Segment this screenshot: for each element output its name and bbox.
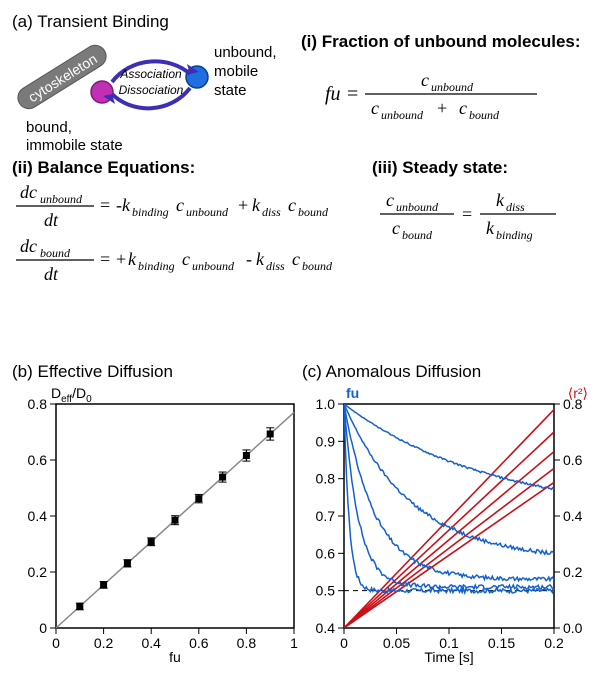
svg-text:1: 1: [290, 635, 298, 651]
svg-text:c: c: [371, 98, 379, 118]
svg-text:0: 0: [340, 635, 348, 651]
svg-text:0.2: 0.2: [544, 635, 564, 651]
svg-text:c: c: [288, 195, 296, 215]
svg-text:0.8: 0.8: [316, 471, 336, 487]
svg-text:0.4: 0.4: [141, 635, 161, 651]
panel-b-label: (b) Effective Diffusion: [12, 362, 302, 382]
svg-text:dc: dc: [20, 236, 37, 256]
svg-text:diss: diss: [262, 205, 281, 219]
panel-a-label: (a) Transient Binding: [12, 12, 588, 32]
svg-text:fu: fu: [169, 649, 181, 665]
svg-text:bound: bound: [402, 228, 433, 242]
svg-text:mobile: mobile: [214, 63, 258, 80]
svg-text:unbound: unbound: [40, 192, 83, 206]
svg-text:cytoskeleton: cytoskeleton: [25, 50, 99, 105]
svg-text:bound: bound: [302, 259, 333, 273]
svg-text:c: c: [392, 218, 400, 238]
svg-text:0.4: 0.4: [563, 508, 583, 524]
binding-diagram: cytoskeleton Association Dissociation unbou…: [12, 32, 297, 152]
svg-text:diss: diss: [506, 200, 525, 214]
svg-text:dc: dc: [20, 182, 37, 202]
svg-text:state: state: [214, 82, 247, 99]
svg-text:binding: binding: [496, 228, 533, 242]
svg-text:0.6: 0.6: [316, 545, 336, 561]
svg-text:k: k: [486, 218, 495, 238]
eq-i: fu = c unbound c unbound + c bound: [301, 52, 588, 124]
svg-text:diss: diss: [266, 259, 285, 273]
svg-text:bound: bound: [40, 246, 71, 260]
svg-text:=: =: [100, 195, 110, 215]
svg-text:unbound: unbound: [396, 200, 439, 214]
svg-text:c: c: [421, 70, 429, 90]
svg-text:0.15: 0.15: [488, 635, 515, 651]
svg-text:0.05: 0.05: [383, 635, 410, 651]
svg-text:c: c: [176, 195, 184, 215]
svg-text:1.0: 1.0: [316, 396, 336, 412]
svg-text:unbound: unbound: [431, 80, 474, 94]
svg-text:binding: binding: [132, 205, 169, 219]
svg-text:0.6: 0.6: [189, 635, 209, 651]
svg-text:dt: dt: [44, 264, 59, 284]
svg-text:Time [s]: Time [s]: [424, 649, 473, 665]
eq-iii: c unbound c bound = k diss k binding: [372, 178, 588, 244]
svg-text:Dissociation: Dissociation: [119, 83, 184, 97]
svg-text:0.6: 0.6: [28, 452, 48, 468]
eq-ii-1: dc unbound dt = - k binding c unbound + …: [12, 178, 372, 232]
svg-text:c: c: [292, 249, 300, 269]
svg-text:0.9: 0.9: [316, 433, 336, 449]
svg-text:k: k: [252, 195, 261, 215]
svg-text:dt: dt: [44, 210, 59, 230]
svg-text:0: 0: [39, 620, 47, 636]
svg-text:bound,: bound,: [26, 119, 72, 136]
svg-text:c: c: [459, 98, 467, 118]
svg-text:Association: Association: [119, 67, 182, 81]
svg-text:0.0: 0.0: [563, 620, 583, 636]
svg-text:bound: bound: [298, 205, 329, 219]
svg-text:-: -: [246, 249, 252, 269]
svg-text:unbound,: unbound,: [214, 44, 277, 61]
svg-text:0.2: 0.2: [563, 564, 583, 580]
eq-ii-2: dc bound dt = + k binding c unbound - k …: [12, 232, 372, 286]
svg-text:k: k: [496, 190, 505, 210]
svg-text:+: +: [437, 98, 447, 118]
svg-text:0.2: 0.2: [94, 635, 114, 651]
svg-text:unbound: unbound: [192, 259, 235, 273]
panel-c-label: (c) Anomalous Diffusion: [302, 362, 592, 382]
svg-text:=: =: [462, 204, 472, 224]
svg-text:+: +: [116, 249, 126, 269]
svg-text:binding: binding: [138, 259, 175, 273]
svg-text:unbound: unbound: [186, 205, 229, 219]
eq-i-title: (i) Fraction of unbound molecules:: [301, 32, 588, 52]
svg-text:⟨r²⟩: ⟨r²⟩: [568, 385, 588, 401]
svg-text:=: =: [100, 249, 110, 269]
svg-text:fu: fu: [346, 385, 359, 401]
svg-text:c: c: [182, 249, 190, 269]
svg-text:0.4: 0.4: [28, 508, 48, 524]
svg-text:k: k: [256, 249, 265, 269]
eq-ii-title: (ii) Balance Equations:: [12, 158, 372, 178]
svg-text:c: c: [386, 190, 394, 210]
svg-text:0.5: 0.5: [316, 583, 336, 599]
svg-text:0.8: 0.8: [237, 635, 257, 651]
svg-text:0.7: 0.7: [316, 508, 336, 524]
svg-text:0.4: 0.4: [316, 620, 336, 636]
svg-text:k: k: [122, 195, 131, 215]
svg-text:0: 0: [52, 635, 60, 651]
svg-text:=: =: [347, 83, 358, 105]
svg-text:0.2: 0.2: [28, 564, 48, 580]
effective-diffusion-chart: 00.20.40.60.8100.20.40.60.8Deff/D0fu: [12, 382, 302, 668]
svg-text:+: +: [238, 195, 248, 215]
panel-a: (a) Transient Binding cytoskeleton Associ…: [12, 12, 588, 362]
eq-iii-title: (iii) Steady state:: [372, 158, 588, 178]
svg-text:bound: bound: [469, 108, 500, 122]
svg-text:k: k: [128, 249, 137, 269]
svg-text:fu: fu: [325, 83, 341, 105]
svg-text:0.8: 0.8: [28, 396, 48, 412]
svg-text:Deff/D0: Deff/D0: [51, 385, 92, 405]
svg-text:unbound: unbound: [381, 108, 424, 122]
svg-text:immobile state: immobile state: [26, 137, 123, 152]
svg-text:0.6: 0.6: [563, 452, 583, 468]
anomalous-diffusion-chart: 00.050.10.150.20.40.50.60.70.80.91.00.00…: [302, 382, 592, 668]
